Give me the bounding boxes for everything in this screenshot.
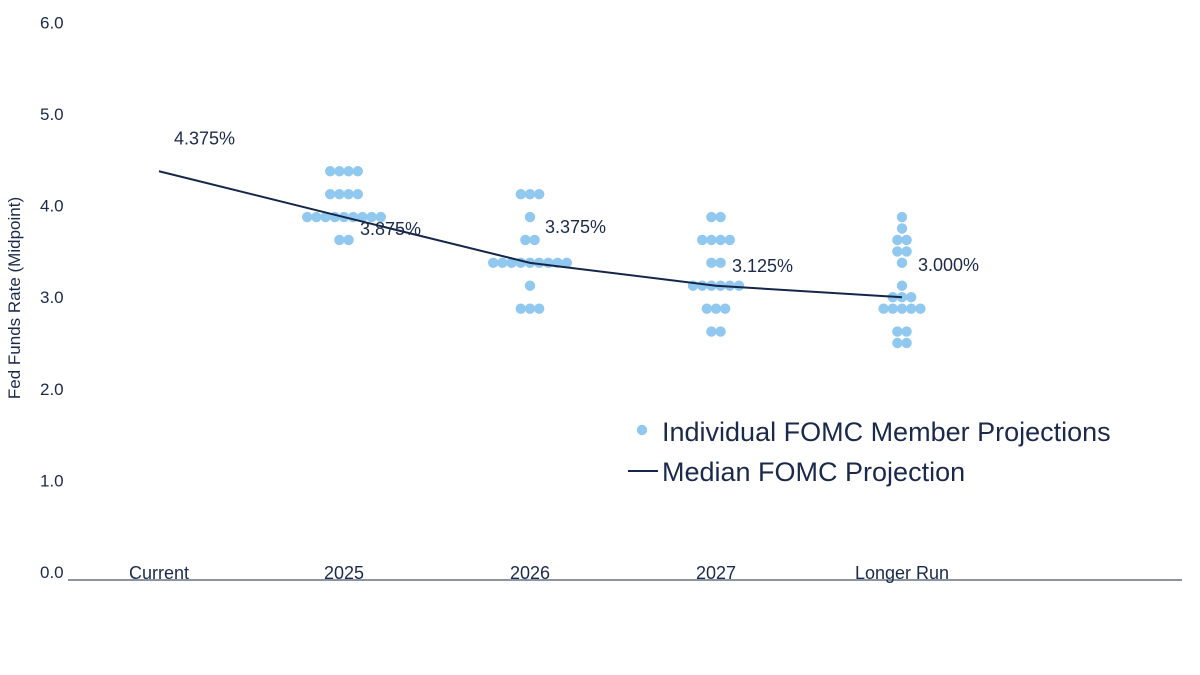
projection-dot xyxy=(524,280,536,291)
projection-dot xyxy=(892,234,903,246)
median-value-label: 3.125% xyxy=(732,256,793,276)
projection-dot xyxy=(901,246,912,257)
projection-dot xyxy=(497,257,508,269)
projection-dot xyxy=(334,166,345,177)
projection-dot xyxy=(524,303,536,314)
projection-dot xyxy=(524,188,536,200)
median-value-labels: 4.375% 3.875% 3.375% 3.125% 3.000% xyxy=(174,128,979,276)
y-axis-label-group: Fed Funds Rate (Midpoint) xyxy=(5,197,24,399)
median-line xyxy=(158,170,903,299)
y-tick-label: 5.0 xyxy=(40,105,64,124)
projection-dot xyxy=(896,303,908,314)
projection-dot xyxy=(892,337,903,349)
y-tick-label: 4.0 xyxy=(40,197,64,216)
projection-dot xyxy=(701,303,712,314)
projection-dot xyxy=(892,246,903,257)
y-tick-label: 0.0 xyxy=(40,563,64,582)
projection-dot xyxy=(320,211,331,223)
x-tick-label: Current xyxy=(129,563,189,583)
projection-dot xyxy=(529,234,540,246)
y-tick-label: 2.0 xyxy=(40,380,64,399)
projection-dot xyxy=(896,223,908,234)
legend: Individual FOMC Member Projections Median… xyxy=(628,417,1111,487)
projection-dot xyxy=(906,303,917,314)
projection-dot xyxy=(715,211,726,223)
projection-dot xyxy=(715,257,726,269)
projection-dot xyxy=(334,234,345,246)
x-tick-label: 2027 xyxy=(696,563,736,583)
x-tick-label: 2025 xyxy=(324,563,364,583)
projection-dot xyxy=(366,211,377,223)
median-value-label: 3.375% xyxy=(545,217,606,237)
projection-dot xyxy=(302,211,313,223)
projection-dot xyxy=(901,337,912,349)
projection-dot xyxy=(515,303,526,314)
median-value-label: 4.375% xyxy=(174,128,235,148)
projection-dot xyxy=(352,188,363,200)
projection-dot xyxy=(697,234,708,246)
y-tick-label: 1.0 xyxy=(40,471,64,490)
median-value-label: 3.000% xyxy=(918,255,979,275)
projection-dot xyxy=(896,211,908,223)
projection-dot xyxy=(901,326,912,337)
median-value-label: 3.875% xyxy=(360,219,421,239)
projection-dot xyxy=(724,234,735,246)
projection-dot xyxy=(697,280,708,291)
projection-dot xyxy=(325,188,336,200)
projection-dot xyxy=(901,234,912,246)
projection-dot xyxy=(878,303,889,314)
projection-dot xyxy=(357,211,368,223)
projection-dot xyxy=(733,280,745,291)
projection-dot xyxy=(343,188,354,200)
projection-dot xyxy=(561,257,572,269)
projection-dot xyxy=(887,303,898,314)
projection-dot xyxy=(915,303,926,314)
projection-dot xyxy=(896,280,908,291)
projection-dot xyxy=(715,234,726,246)
projection-dot xyxy=(706,326,717,337)
projection-dot xyxy=(311,211,322,223)
projection-dot xyxy=(534,188,545,200)
x-tick-label: 2026 xyxy=(510,563,550,583)
y-tick-labels: 0.0 1.0 2.0 3.0 4.0 5.0 6.0 xyxy=(40,13,64,582)
legend-dot-marker xyxy=(636,424,648,436)
y-tick-label: 6.0 xyxy=(40,13,64,32)
projection-dot xyxy=(488,257,499,269)
projection-dot xyxy=(534,303,545,314)
projection-dot xyxy=(515,188,526,200)
projection-dot xyxy=(892,326,903,337)
projection-dot xyxy=(896,257,908,269)
projection-dot xyxy=(343,166,354,177)
x-tick-labels: Current 2025 2026 2027 Longer Run xyxy=(129,563,949,583)
projection-dot xyxy=(706,211,717,223)
projection-dot xyxy=(524,211,536,223)
projection-dot xyxy=(506,257,517,269)
projection-dot xyxy=(325,166,336,177)
projection-dot xyxy=(715,326,726,337)
legend-label-median: Median FOMC Projection xyxy=(662,457,965,487)
projection-dot xyxy=(352,166,363,177)
projection-dot xyxy=(534,257,545,269)
projection-dots xyxy=(302,166,926,349)
projection-dot xyxy=(706,234,717,246)
y-tick-label: 3.0 xyxy=(40,288,64,307)
projection-dot xyxy=(343,234,354,246)
projection-dot xyxy=(520,234,531,246)
y-axis-title: Fed Funds Rate (Midpoint) xyxy=(5,197,24,399)
x-tick-label: Longer Run xyxy=(855,563,949,583)
legend-label-individual: Individual FOMC Member Projections xyxy=(662,417,1111,447)
projection-dot xyxy=(906,292,917,303)
projection-dot xyxy=(334,188,345,200)
projection-dot xyxy=(710,303,722,314)
projection-dot xyxy=(706,257,717,269)
projection-dot xyxy=(720,303,731,314)
projection-dot xyxy=(375,211,386,223)
